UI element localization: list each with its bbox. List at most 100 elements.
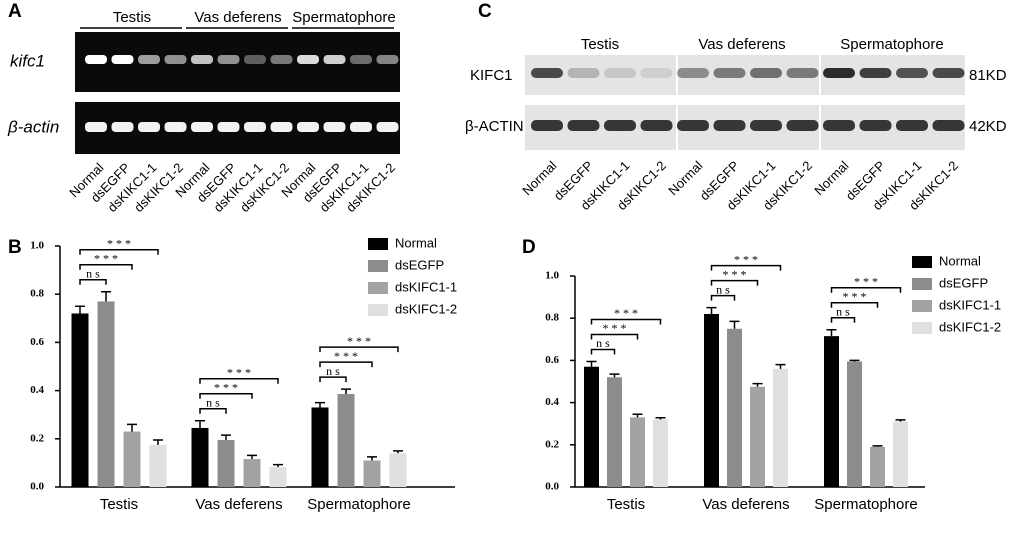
bar [269,466,287,487]
size-label: 42KD [969,118,1007,135]
bar [824,336,839,487]
bar [870,446,885,487]
legend-label: dsKIFC1-2 [395,301,457,316]
sig-bracket [319,361,373,368]
panel-label: B [8,237,22,258]
tissue-label: Testis [581,36,619,53]
x-tick-label: Testis [100,496,138,513]
x-tick-label: Vas deferens [195,496,282,513]
row-label: KIFC1 [470,67,513,84]
sig-label: * * * [614,306,638,320]
legend-label: Normal [395,235,437,250]
y-tick-label: 0.8 [30,288,44,300]
legend-label: Normal [939,253,981,268]
sig-bracket [199,377,279,384]
band [323,55,346,64]
sig-label: * * * [227,365,251,379]
tissue-label: Vas deferens [698,36,785,53]
error-bar [273,463,283,467]
y-tick-label: 0.8 [545,312,559,324]
bar [149,444,167,487]
bar [704,313,719,487]
error-bar [729,320,740,329]
sig-label: * * * [854,275,878,289]
band [85,122,107,132]
legend-swatch [368,238,388,250]
panel-label: C [478,1,492,22]
bar [607,377,622,487]
sig-label: * * * [843,290,867,304]
band [111,55,134,64]
error-bar [367,456,377,461]
legend-swatch [912,278,932,290]
band [244,55,266,64]
band [567,120,600,131]
band [677,68,709,78]
band [350,122,372,132]
bar [847,361,862,487]
sig-label: * * * [723,267,747,281]
band [531,120,563,131]
band [217,55,240,64]
tissue-label: Spermatophore [292,9,395,26]
band [531,68,563,78]
sig-label: * * * [347,334,371,348]
band [164,55,187,64]
band [350,55,372,64]
error-bar [609,373,620,378]
sig-label: n s [206,395,220,409]
error-bar [752,382,763,387]
error-bar [341,388,351,394]
legend-swatch [368,282,388,294]
error-bar [826,329,837,337]
band [896,68,928,78]
sig-label: n s [86,267,100,281]
row-label: β-ACTIN [465,118,524,135]
bar [653,419,668,487]
band [823,68,855,78]
y-tick-label: 0.4 [545,396,559,408]
band [640,68,673,78]
band [932,68,965,78]
band [138,122,160,132]
y-tick-label: 0.2 [545,438,559,450]
error-bar [221,434,231,441]
x-tick-label: Vas deferens [702,496,789,513]
bar [750,386,765,487]
legend-swatch [368,260,388,272]
bar [191,427,209,487]
band [567,68,600,78]
y-tick-label: 0.6 [30,336,44,348]
sig-bracket [199,392,253,399]
bar [217,440,235,487]
sig-bracket [590,318,662,325]
sig-label: * * * [334,349,358,363]
bar [243,459,261,487]
legend-label: dsKIFC1-1 [395,279,457,294]
band [859,68,892,78]
legend-label: dsEGFP [395,257,444,272]
y-tick-label: 0.0 [545,481,559,493]
bar [727,328,742,487]
sig-bracket [319,376,347,383]
error-bar [632,413,643,418]
band [640,120,673,131]
x-tick-label: Spermatophore [307,496,410,513]
band [270,122,293,132]
band [85,55,107,64]
legend-swatch [912,300,932,312]
error-bar [153,439,163,445]
band [191,122,213,132]
band [604,68,636,78]
band [164,122,187,132]
band [786,68,819,78]
error-bar [315,401,325,408]
sig-label: * * * [94,252,118,266]
band [713,120,746,131]
sig-bracket [830,317,856,323]
sig-label: * * * [734,252,758,266]
sig-label: n s [596,336,610,350]
panel-label: A [8,1,22,22]
bar [123,431,141,487]
